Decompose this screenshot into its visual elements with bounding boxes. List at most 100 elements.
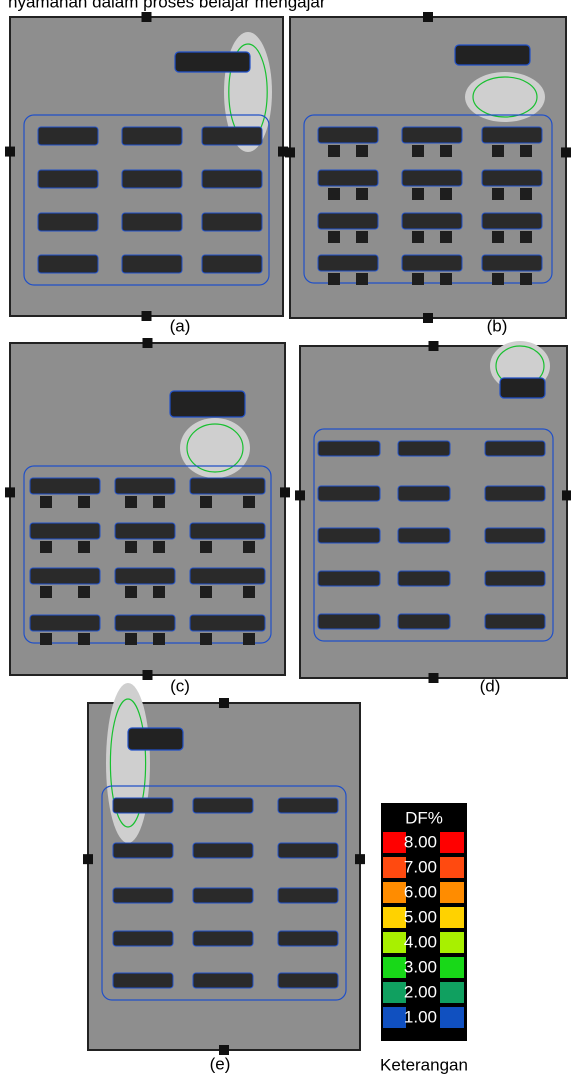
window-slot (397, 527, 451, 544)
desk-block (520, 231, 532, 243)
legend-value: 1.00 (404, 1007, 437, 1026)
window-slot (114, 477, 176, 495)
window-slot (114, 567, 176, 585)
window-slot (317, 254, 379, 272)
desk-block (125, 633, 137, 645)
desk-block (412, 231, 424, 243)
window-slot (201, 126, 263, 146)
window-slot (317, 485, 381, 502)
window-slot (37, 254, 99, 274)
desk-block (492, 145, 504, 157)
window-slot (189, 522, 266, 540)
column-marker (423, 12, 433, 22)
skylight-opening (499, 377, 546, 399)
column-marker (5, 487, 15, 498)
legend-swatch (440, 907, 464, 928)
window-slot (192, 930, 254, 947)
window-slot (201, 212, 263, 232)
desk-block (356, 231, 368, 243)
panel-label: (c) (170, 676, 190, 695)
column-marker (428, 673, 439, 683)
window-slot (112, 842, 174, 859)
window-slot (317, 527, 381, 544)
skylight-opening (169, 390, 246, 418)
window-slot (112, 797, 174, 814)
window-slot (121, 169, 183, 189)
green-contour (186, 423, 244, 473)
desk-block (412, 188, 424, 200)
panel-label: (b) (487, 316, 508, 335)
column-marker (278, 146, 288, 157)
window-slot (37, 169, 99, 189)
window-slot (397, 613, 451, 630)
window-slot (484, 485, 546, 502)
legend-value: 8.00 (404, 832, 437, 851)
desk-block (40, 633, 52, 645)
legend-swatch (440, 1007, 464, 1028)
window-slot (317, 613, 381, 630)
window-slot (317, 126, 379, 144)
window-slot (37, 126, 99, 146)
window-slot (484, 440, 546, 457)
window-slot (192, 972, 254, 989)
window-slot (201, 254, 263, 274)
window-slot (29, 567, 101, 585)
desk-block (153, 586, 165, 598)
bright-area (465, 72, 545, 122)
simulation-panel: (a) (5, 12, 288, 335)
desk-block (78, 586, 90, 598)
column-marker (141, 311, 152, 321)
desk-block (200, 496, 212, 508)
window-slot (481, 169, 543, 187)
blue-contour (303, 114, 553, 284)
legend-value: 4.00 (404, 932, 437, 951)
legend-swatch (440, 832, 464, 853)
simulation-panel: (c) (5, 338, 290, 695)
window-slot (401, 169, 463, 187)
column-marker (219, 698, 229, 708)
desk-block (78, 541, 90, 553)
column-marker (562, 490, 571, 501)
desk-block (153, 541, 165, 553)
legend-swatch (383, 957, 406, 978)
panel-label: (d) (480, 676, 501, 695)
panel-label: (a) (170, 316, 191, 335)
desk-block (78, 496, 90, 508)
desk-block (492, 273, 504, 285)
panels: (a) (b) (c) (d) (e) (5, 12, 571, 1073)
desk-block (40, 586, 52, 598)
desk-block (356, 188, 368, 200)
window-slot (484, 527, 546, 544)
simulation-panel: (e) (83, 683, 365, 1073)
legend-value: 6.00 (404, 882, 437, 901)
desk-block (243, 633, 255, 645)
window-slot (201, 169, 263, 189)
window-slot (317, 212, 379, 230)
blue-contour (23, 465, 272, 644)
desk-block (492, 231, 504, 243)
legend-value: 3.00 (404, 957, 437, 976)
desk-block (328, 231, 340, 243)
desk-block (520, 145, 532, 157)
column-marker (423, 313, 433, 323)
window-slot (192, 842, 254, 859)
desk-block (520, 273, 532, 285)
legend-swatch (440, 882, 464, 903)
window-slot (112, 887, 174, 904)
window-slot (481, 212, 543, 230)
column-marker (355, 854, 365, 865)
column-marker (295, 490, 305, 501)
panel-label: (e) (210, 1054, 231, 1073)
desk-block (125, 541, 137, 553)
bright-area (180, 418, 250, 478)
desk-block (440, 231, 452, 243)
window-slot (401, 126, 463, 144)
legend-swatch (440, 932, 464, 953)
window-slot (277, 797, 339, 814)
column-marker (141, 12, 152, 22)
legend-swatch (383, 882, 406, 903)
desk-block (243, 541, 255, 553)
legend-swatch (440, 857, 464, 878)
window-slot (114, 614, 176, 632)
window-slot (277, 842, 339, 859)
